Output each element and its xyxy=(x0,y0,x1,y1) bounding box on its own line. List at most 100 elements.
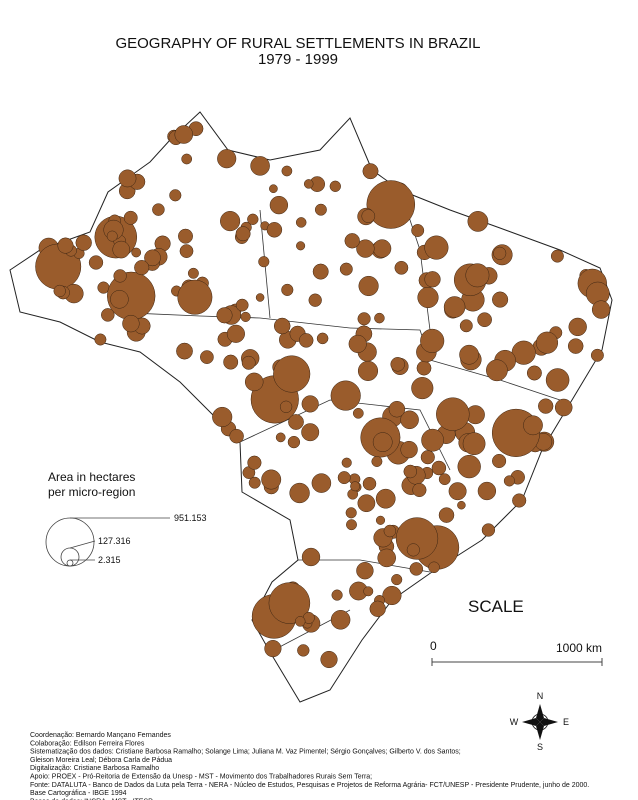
settlement-circle xyxy=(382,585,402,606)
settlement-circle xyxy=(361,209,376,223)
settlement-circle xyxy=(275,432,286,443)
settlement-circle xyxy=(200,350,214,364)
settlement-circle xyxy=(330,610,351,630)
legend-title: Area in hectares xyxy=(48,470,135,484)
settlement-circle xyxy=(296,241,306,251)
legend-value: 2.315 xyxy=(98,555,121,565)
legend-title: per micro-region xyxy=(48,485,135,499)
settlement-circle xyxy=(371,456,383,467)
settlement-circle xyxy=(241,355,256,370)
settlement-circle xyxy=(492,453,507,469)
settlement-circle xyxy=(320,650,338,669)
settlement-circle xyxy=(503,475,515,487)
settlement-circle xyxy=(281,283,294,296)
settlement-circle xyxy=(363,586,374,597)
settlement-circle xyxy=(244,372,264,392)
settlement-circle xyxy=(255,293,265,302)
settlement-circle xyxy=(247,213,259,225)
settlement-circle xyxy=(250,156,270,176)
settlement-circle xyxy=(301,395,319,413)
settlement-circle xyxy=(131,247,142,258)
settlement-circle xyxy=(101,308,115,322)
settlement-circle xyxy=(538,398,554,414)
settlement-circle xyxy=(346,519,357,531)
settlement-circle xyxy=(298,333,314,348)
settlement-circle xyxy=(294,616,306,627)
settlement-circle xyxy=(235,226,251,242)
settlement-circle xyxy=(394,260,409,275)
settlement-circle xyxy=(123,210,138,225)
settlement-circle xyxy=(358,275,379,297)
settlement-circle xyxy=(406,543,420,557)
settlement-circle xyxy=(312,263,329,280)
settlement-circle xyxy=(235,298,249,312)
settlement-circle xyxy=(266,222,283,238)
settlement-circle xyxy=(356,562,374,580)
settlement-circle xyxy=(288,414,304,430)
credit-line: Sistematização dos dados: Cristiane Barb… xyxy=(30,749,461,756)
settlement-circle xyxy=(220,211,241,232)
settlement-circle xyxy=(303,179,314,189)
settlement-circle xyxy=(357,312,371,326)
legend-symbols xyxy=(45,517,170,567)
settlement-circle xyxy=(459,344,479,365)
settlement-circle xyxy=(248,476,261,489)
settlement-circle xyxy=(212,406,233,428)
settlement-circle xyxy=(297,644,310,657)
credit-line: Gleison Moreira Leal; Débora Carla de Pá… xyxy=(30,757,172,764)
settlement-circle xyxy=(416,360,432,376)
compass-east: E xyxy=(563,717,569,727)
credit-line: Fonte: DATALUTA - Banco de Dados da Luta… xyxy=(30,782,589,789)
settlement-circle xyxy=(110,290,129,309)
settlement-circle xyxy=(269,195,289,215)
settlement-circle xyxy=(357,360,379,381)
settlement-circle xyxy=(287,435,301,449)
settlement-circle xyxy=(493,246,507,260)
map-title: GEOGRAPHY OF RURAL SETTLEMENTS IN BRAZIL xyxy=(115,35,480,52)
settlement-circle xyxy=(356,239,375,258)
settlement-circle xyxy=(436,397,470,431)
settlement-circle xyxy=(350,481,361,492)
settlement-circle xyxy=(374,312,385,324)
settlement-circle xyxy=(88,255,104,270)
settlement-circle xyxy=(467,211,489,232)
settlement-circle xyxy=(400,440,418,459)
compass-south: S xyxy=(537,742,543,752)
settlement-circle xyxy=(345,507,357,519)
scale-title: SCALE xyxy=(468,597,524,616)
settlement-circle xyxy=(279,400,293,413)
settlement-circle xyxy=(372,432,393,452)
settlement-circle xyxy=(568,317,587,337)
settlement-circle xyxy=(169,189,182,202)
settlement-circle xyxy=(486,359,508,382)
compass xyxy=(522,704,558,740)
credit-line: Coordenação: Bernardo Mançano Fernandes xyxy=(30,732,171,739)
settlement-circle xyxy=(421,428,444,452)
settlement-circle xyxy=(554,398,573,417)
scale-end: 1000 km xyxy=(556,641,602,655)
settlement-circle xyxy=(366,180,416,229)
settlement-circle xyxy=(424,235,449,260)
map-subtitle: 1979 - 1999 xyxy=(258,51,338,68)
settlement-circle xyxy=(409,562,424,576)
settlement-circle xyxy=(144,249,161,267)
settlement-circle xyxy=(289,482,310,504)
credit-line: Bases de dados: INCRA - MST - ITESP. xyxy=(30,798,154,800)
settlement-circle xyxy=(400,410,419,430)
settlement-circle xyxy=(178,228,193,244)
settlement-circle xyxy=(526,365,542,381)
settlement-circle xyxy=(53,284,66,298)
settlement-circle xyxy=(223,354,239,370)
settlement-circle xyxy=(377,548,396,568)
settlement-circle xyxy=(591,300,611,319)
settlement-circle xyxy=(550,249,564,263)
settlement-circle xyxy=(403,464,418,479)
settlement-circle xyxy=(94,333,107,346)
settlement-circle xyxy=(187,267,199,279)
credit-line: Digitalização: Cristiane Barbosa Ramalho xyxy=(30,765,159,772)
settlement-circle xyxy=(301,547,321,567)
settlement-circle xyxy=(372,239,392,258)
settlement-circle xyxy=(331,589,343,601)
settlement-circle xyxy=(216,307,233,324)
settlement-circle xyxy=(152,203,165,216)
